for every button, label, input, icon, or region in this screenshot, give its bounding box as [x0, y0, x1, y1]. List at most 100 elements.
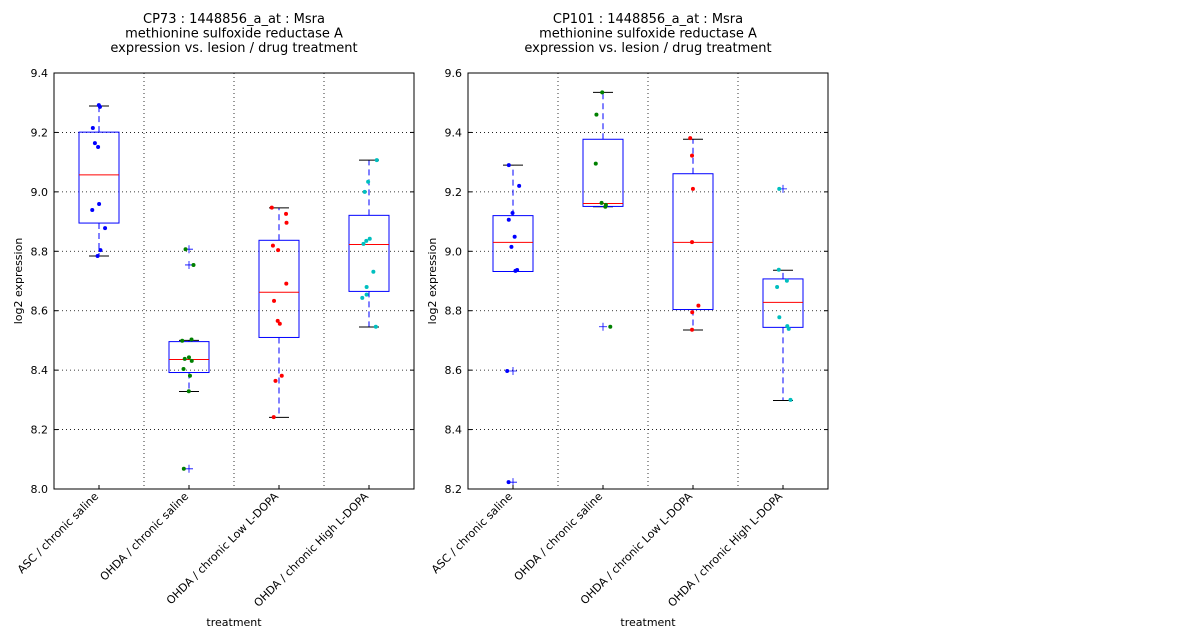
box-2	[582, 91, 624, 331]
y-tick-label: 9.6	[445, 67, 463, 80]
box-iqr	[672, 173, 714, 311]
data-point	[189, 358, 194, 363]
y-tick-label: 8.6	[31, 305, 49, 318]
data-point	[690, 240, 695, 245]
data-point	[186, 355, 191, 360]
data-point	[364, 238, 369, 243]
outlier-marker	[509, 367, 517, 376]
y-tick-label: 8.0	[31, 483, 49, 496]
data-point	[182, 356, 187, 361]
chart-title-line: expression vs. lesion / drug treatment	[110, 41, 357, 56]
box-1	[78, 105, 120, 257]
data-point	[284, 211, 289, 216]
data-point	[362, 189, 367, 194]
data-point	[277, 321, 282, 326]
data-point	[272, 298, 277, 303]
data-point	[284, 220, 289, 225]
outlier-marker	[185, 464, 193, 473]
x-axis-label: treatment	[620, 616, 676, 629]
data-point	[517, 183, 522, 188]
data-point	[270, 243, 275, 248]
data-point	[373, 324, 378, 329]
data-point	[775, 284, 780, 289]
data-point	[777, 315, 782, 320]
data-point	[181, 366, 186, 371]
data-point	[360, 295, 365, 300]
x-tick-label: OHDA / chronic saline	[512, 490, 606, 584]
y-tick-label: 8.4	[31, 364, 49, 377]
data-point	[690, 153, 695, 158]
chart-title-line: methionine sulfoxide reductase A	[125, 27, 343, 42]
data-point	[273, 378, 278, 383]
data-point	[608, 324, 613, 329]
data-point	[180, 338, 185, 343]
data-point	[513, 268, 518, 273]
box-iqr	[582, 138, 624, 207]
data-point	[271, 415, 276, 420]
y-tick-label: 9.0	[31, 186, 49, 199]
data-point	[690, 310, 695, 315]
data-point	[599, 200, 604, 205]
y-tick-label: 8.8	[31, 245, 49, 258]
y-tick-label: 8.2	[445, 483, 463, 496]
data-point	[97, 202, 102, 207]
data-point	[92, 141, 97, 146]
box-4	[348, 159, 390, 328]
box-3	[672, 138, 714, 331]
axes-frame	[53, 72, 415, 490]
data-point	[269, 205, 274, 210]
data-point	[593, 161, 598, 166]
data-point	[189, 337, 194, 342]
data-point	[183, 247, 188, 252]
data-point	[506, 163, 511, 168]
chart-title-line: methionine sulfoxide reductase A	[539, 27, 757, 42]
data-point	[366, 179, 371, 184]
y-tick-label: 9.2	[445, 186, 463, 199]
data-point	[361, 241, 366, 246]
box-iqr	[78, 131, 120, 224]
box-iqr	[258, 239, 300, 338]
data-point	[786, 326, 791, 331]
data-point	[512, 234, 517, 239]
data-point	[506, 480, 511, 485]
data-point	[191, 262, 196, 267]
data-point	[371, 269, 376, 274]
box-iqr	[492, 215, 534, 272]
box-3	[258, 207, 300, 418]
x-tick-label: OHDA / chronic saline	[98, 490, 192, 584]
data-point	[600, 90, 605, 95]
y-axis-label: log2 expression	[12, 238, 25, 325]
data-point	[688, 136, 693, 141]
outlier-marker	[599, 322, 607, 331]
x-tick-label: ASC / chronic saline	[429, 490, 515, 576]
data-point	[788, 397, 793, 402]
data-point	[186, 389, 191, 394]
x-tick-label: ASC / chronic saline	[15, 490, 101, 576]
data-point	[90, 207, 95, 212]
chart-title-line: expression vs. lesion / drug treatment	[524, 41, 771, 56]
data-point	[784, 278, 789, 283]
data-point	[690, 327, 695, 332]
axes-frame	[467, 72, 829, 490]
data-point	[505, 369, 510, 374]
data-point	[776, 267, 781, 272]
data-point	[275, 318, 280, 323]
data-point	[97, 104, 102, 109]
box-iqr	[348, 214, 390, 292]
data-point	[696, 303, 701, 308]
data-point	[276, 248, 281, 253]
data-point	[374, 158, 379, 163]
data-point	[510, 210, 515, 215]
y-tick-label: 9.4	[31, 67, 49, 80]
data-point	[187, 373, 192, 378]
data-point	[96, 144, 101, 149]
data-point	[284, 281, 289, 286]
box-4	[762, 184, 804, 401]
data-point	[364, 292, 369, 297]
data-point	[506, 217, 511, 222]
y-tick-label: 8.4	[445, 424, 463, 437]
data-point	[509, 244, 514, 249]
data-point	[181, 466, 186, 471]
